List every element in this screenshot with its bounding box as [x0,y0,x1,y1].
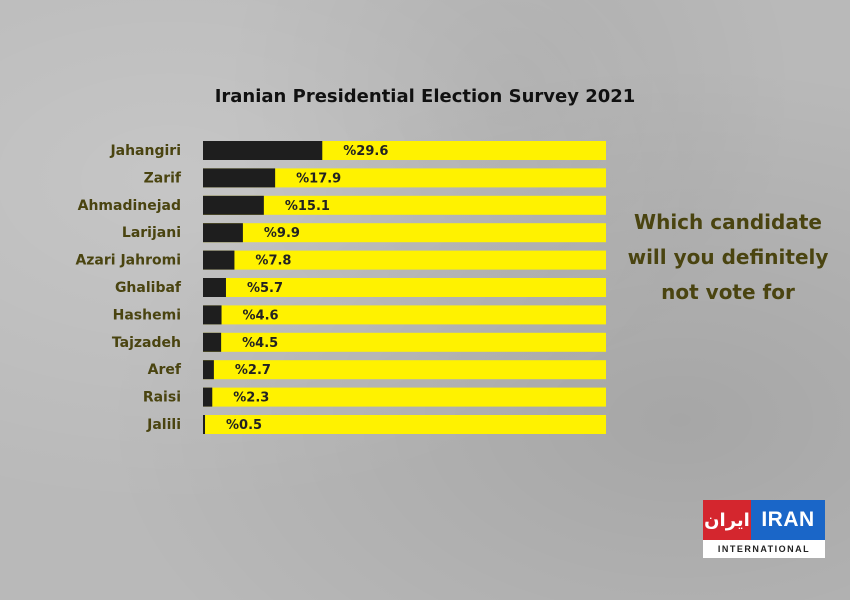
value-label: %29.6 [343,144,388,159]
bar-track [203,332,606,352]
value-label: %7.8 [255,254,291,269]
value-label: %15.1 [285,199,330,214]
bar [203,278,226,297]
logo-farsi-text: ایران [703,500,751,540]
category-label: Jahangiri [109,143,181,159]
bar-track [203,250,606,270]
bar [203,195,264,215]
category-label: Tajzadeh [112,335,181,351]
bar-track [203,223,606,243]
bar [203,360,214,380]
category-label: Raisi [143,390,181,406]
bar-track [203,278,606,297]
iran-international-logo: ایران IRAN INTERNATIONAL [703,500,825,558]
category-label: Jalili [146,417,181,433]
value-label: %0.5 [226,418,262,433]
question-line-1: Which candidate [634,210,822,234]
survey-question: Which candidate will you definitely not … [618,205,838,310]
category-label: Ghalibaf [115,280,182,296]
value-label: %9.9 [264,226,300,241]
bar [203,387,213,407]
chart-title: Iranian Presidential Election Survey 202… [214,86,636,107]
bar [203,332,222,352]
bar-track [203,360,606,380]
value-label: %4.6 [243,308,279,323]
value-label: %4.5 [242,336,278,351]
bar [203,141,323,160]
bar [203,223,243,243]
value-label: %2.3 [233,391,269,406]
logo-subtitle: INTERNATIONAL [703,540,825,558]
bar-track [203,168,606,188]
category-label: Aref [148,362,182,378]
category-label: Azari Jahromi [75,253,181,269]
value-label: %2.7 [235,363,271,378]
value-label: %5.7 [247,281,283,296]
bar [203,415,206,434]
question-line-2: will you definitely [627,245,829,269]
bar [203,250,235,270]
bar-track [203,305,606,325]
bar [203,168,276,188]
value-label: %17.9 [296,171,341,186]
bar-track [203,387,606,407]
category-label: Zarif [144,170,182,186]
bar-track [203,415,606,434]
category-label: Hashemi [113,307,181,323]
bar [203,305,222,325]
bar-track [203,195,606,215]
category-label: Ahmadinejad [78,198,181,214]
logo-english-text: IRAN [761,508,815,531]
question-line-3: not vote for [661,280,795,304]
logo-banner: ایران IRAN [703,500,825,540]
category-label: Larijani [122,225,181,241]
